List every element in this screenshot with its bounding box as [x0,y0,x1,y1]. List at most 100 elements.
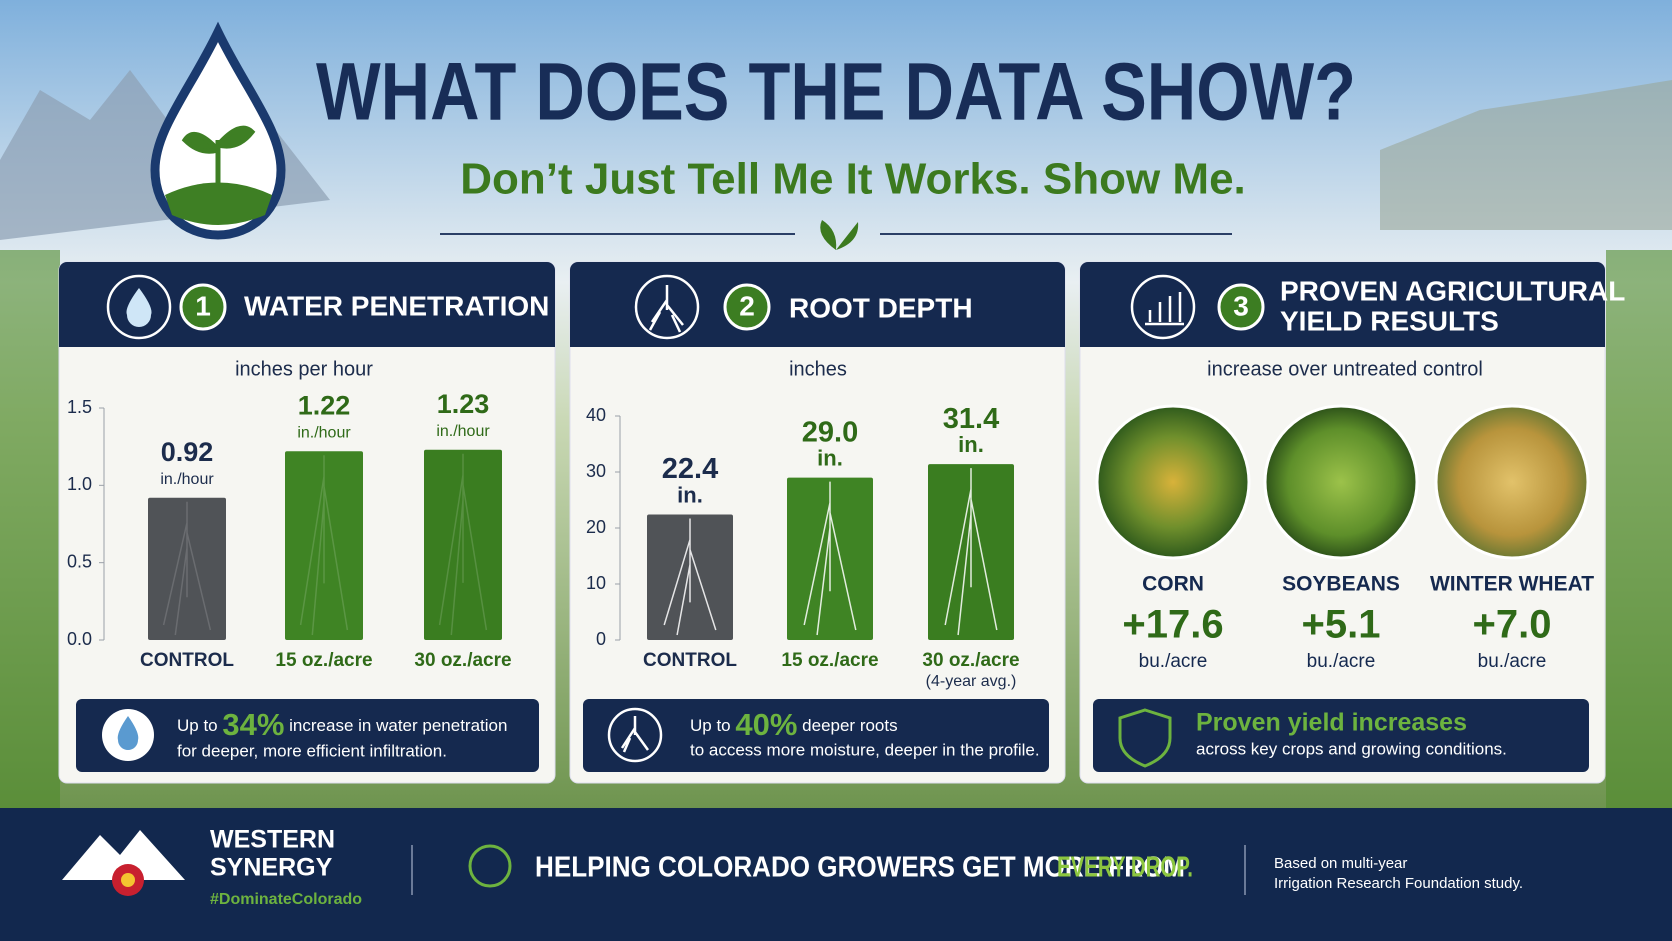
crop-change: +17.6 [1122,603,1223,647]
panel-title: YIELD RESULTS [1280,305,1499,336]
y-tick-label: 40 [586,405,606,425]
mountains [1380,80,1672,230]
footer-band [0,808,1672,941]
value-label: 31.4 [943,403,999,435]
x-tick-label: 30 oz./acre [414,650,511,671]
field [1606,250,1672,810]
bar [424,449,502,640]
number-badge [179,283,227,331]
number-badge [723,283,771,331]
callout-detail: across key crops and growing conditions. [1196,739,1507,758]
root-icon [648,285,684,333]
root-art [803,481,857,636]
crop-name: WINTER WHEAT [1430,573,1594,596]
panel-number: 2 [739,290,755,321]
root-art [663,518,717,636]
value-label: 1.23 [437,389,490,419]
value-label: 0.92 [161,437,214,467]
shield-icon [1118,708,1172,768]
drop-icon [126,288,152,327]
bar-icon [1145,292,1184,326]
crop-photo [1263,404,1419,560]
field [0,250,60,810]
brand-name: WESTERN [210,826,335,854]
panel-title: ROOT DEPTH [789,292,973,323]
category-note: (4-year avg.) [926,673,1017,690]
drop-icon [117,716,139,750]
footer-highlight: EVERY DROP. [1057,852,1193,884]
crop-name: SOYBEANS [1282,573,1400,596]
value-unit: in. [677,482,703,507]
callout-text: increase in water penetration [289,716,507,735]
value-unit: in./hour [436,423,490,440]
brand-name: SYNERGY [210,854,333,882]
callout-detail: for deeper, more efficient infiltration. [177,741,447,760]
root-art [438,453,488,636]
root-icon [620,716,650,753]
panel-title: WATER PENETRATION [244,290,549,321]
x-tick-label: CONTROL [643,650,737,671]
logo [150,21,286,240]
callout-detail: to access more moisture, deeper in the p… [690,740,1040,759]
panel-number: 3 [1233,290,1249,321]
y-tick-label: 0.0 [67,629,92,649]
header-icon [634,274,700,340]
x-tick-label: 30 oz./acre [922,650,1019,671]
y-tick-label: 30 [586,461,606,481]
crop-photo [1095,404,1251,560]
value-unit: in. [817,445,843,470]
x-tick-label: 15 oz./acre [781,650,878,671]
leaf-icon [820,220,859,250]
page-title: WHAT DOES THE DATA SHOW? [316,47,1356,138]
crop-unit: bu./acre [1307,651,1376,672]
tagline: Don’t Just Tell Me It Works. Show Me. [460,155,1246,204]
panel-number: 1 [195,290,211,321]
y-tick-label: 1.0 [67,474,92,494]
x-tick-label: 15 oz./acre [275,650,372,671]
crop-change: +7.0 [1473,603,1552,647]
crop-change: +5.1 [1302,603,1381,647]
source-note: Based on multi-year [1274,855,1407,872]
root-art [944,468,998,636]
callout-line: Up to 34% increase in water penetration [177,707,507,742]
callout-icon [607,707,663,763]
bar [148,497,226,640]
root-art [299,455,349,636]
crop-unit: bu./acre [1139,651,1208,672]
value-unit: in./hour [160,471,214,488]
bar [285,451,363,640]
value-label: 29.0 [802,416,858,448]
callout-highlight: 40% [735,707,797,742]
callout-line: Up to 40% deeper roots [690,707,898,742]
header-icon [106,274,172,340]
chart: 0.0 0.5 1.0 1.5 0.92 in./hour CONTROL 1.22 in./h… [67,389,512,671]
root-art [162,501,212,636]
x-tick-label: CONTROL [140,650,234,671]
crop-photo [1434,404,1590,560]
panel-title: PROVEN AGRICULTURAL [1280,275,1625,306]
chart-subtitle: inches per hour [235,358,373,380]
y-tick-label: 0.5 [67,551,92,571]
leaf-icon [468,844,512,888]
y-tick-label: 20 [586,517,606,537]
callout-box [1093,699,1589,772]
value-unit: in. [958,432,984,457]
crop-unit: bu./acre [1478,651,1547,672]
source-note: Irrigation Research Foundation study. [1274,875,1523,892]
chart-subtitle: increase over untreated control [1207,358,1483,380]
number-badge [1217,283,1265,331]
footer: WESTERN SYNERGY #DominateColorado HELPIN… [0,808,1672,941]
y-tick-label: 0 [596,629,606,649]
chart-subtitle: inches [789,358,847,380]
callout-headline: Proven yield increases [1196,709,1467,737]
footer-message: HELPING COLORADO GROWERS GET MORE FROM [535,852,1185,884]
panel-header [570,262,1065,347]
callout-box [583,699,1049,772]
value-unit: in./hour [297,425,351,442]
callout-prefix: Up to [177,716,218,735]
y-tick-label: 1.5 [67,397,92,417]
header-icon [1130,274,1196,340]
hashtag: #DominateColorado [210,891,362,908]
